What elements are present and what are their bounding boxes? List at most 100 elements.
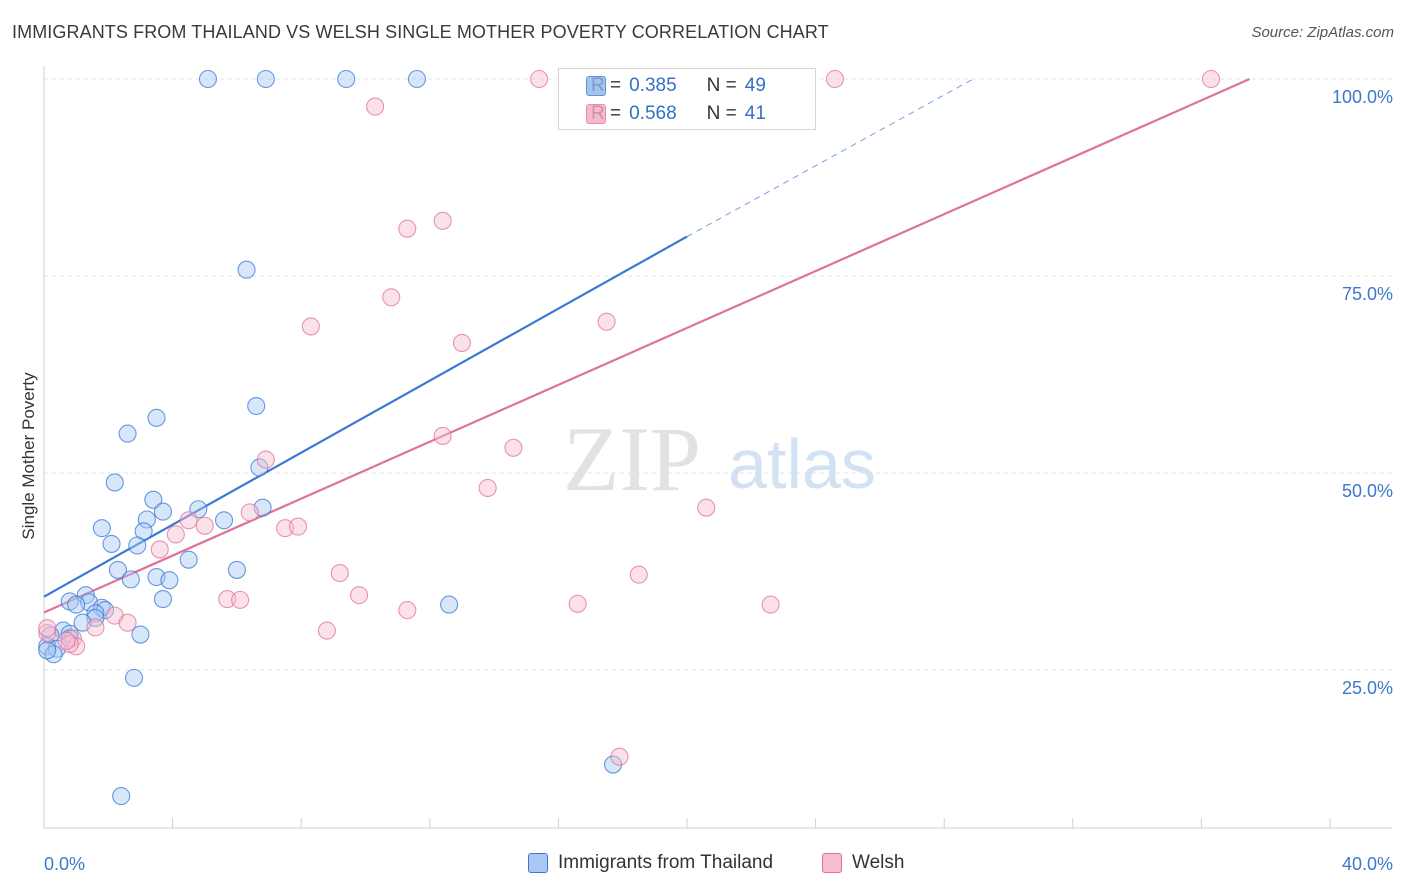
data-point-thailand — [407, 69, 426, 89]
axes — [43, 66, 1392, 829]
data-point-thailand — [237, 260, 256, 279]
data-point-welsh — [350, 586, 369, 605]
x-tick-label: 0.0% — [44, 854, 85, 874]
data-point-thailand — [112, 787, 131, 806]
data-point-thailand — [121, 570, 140, 589]
data-point-welsh — [382, 288, 401, 307]
data-point-welsh — [398, 219, 417, 238]
data-point-thailand — [179, 550, 198, 569]
stats-row-welsh: R = 0.568 N = 41 — [586, 101, 766, 127]
data-point-welsh — [530, 69, 549, 89]
data-point-welsh — [38, 619, 57, 638]
data-point-thailand — [144, 490, 163, 509]
legend-label: Welsh — [852, 852, 905, 873]
data-point-thailand — [105, 473, 124, 492]
data-point-welsh — [195, 516, 214, 535]
y-tick-label: 25.0% — [1342, 678, 1393, 698]
data-point-welsh — [256, 450, 275, 469]
data-point-thailand — [153, 502, 173, 521]
data-point-thailand — [256, 69, 275, 89]
legend-item-welsh[interactable]: Welsh — [822, 852, 904, 874]
data-point-thailand — [131, 625, 150, 644]
data-point-thailand — [247, 396, 266, 416]
y-tick-label: 100.0% — [1332, 87, 1393, 107]
chart-title: IMMIGRANTS FROM THAILAND VS WELSH SINGLE… — [12, 22, 829, 42]
data-point-thailand — [38, 641, 57, 660]
data-point-welsh — [433, 211, 452, 230]
n-label: N = — [706, 103, 737, 124]
trend-line-welsh — [43, 77, 1251, 614]
data-point-thailand — [440, 595, 459, 614]
source-label: Source: ZipAtlas.com — [1251, 24, 1394, 41]
data-point-welsh — [317, 621, 336, 640]
y-axis-label: Single Mother Poverty — [19, 372, 38, 540]
stats-row-thailand: R = 0.385 N = 49 — [586, 73, 766, 99]
data-point-welsh — [597, 312, 616, 331]
legend-swatch-thailand — [586, 76, 606, 96]
data-point-thailand — [337, 69, 356, 89]
data-point-welsh — [218, 590, 237, 609]
n-value: 49 — [744, 75, 766, 96]
data-point-thailand — [67, 595, 86, 614]
data-point-thailand — [137, 510, 156, 529]
legend-label: Immigrants from Thailand — [558, 852, 774, 873]
data-points — [38, 69, 1221, 806]
watermark-zip: ZIP — [563, 408, 701, 510]
data-point-thailand — [153, 590, 173, 609]
data-point-welsh — [150, 540, 169, 559]
data-point-welsh — [118, 613, 137, 632]
stats-legend: R = 0.385 N = 49 R = 0.568 N = 41 — [558, 68, 816, 130]
data-point-welsh — [452, 333, 472, 353]
data-point-thailand — [86, 604, 105, 623]
data-point-welsh — [179, 511, 198, 530]
n-label: N = — [706, 75, 737, 96]
data-point-welsh — [288, 517, 308, 536]
data-point-welsh — [166, 525, 185, 544]
data-point-welsh — [366, 97, 385, 116]
data-point-thailand — [124, 668, 144, 687]
grid-lines — [44, 78, 1392, 671]
data-point-thailand — [118, 424, 137, 443]
r-value: 0.385 — [629, 75, 677, 96]
data-point-welsh — [478, 478, 497, 498]
trend-lines — [43, 77, 1251, 614]
data-point-welsh — [433, 426, 452, 446]
data-point-thailand — [108, 560, 127, 579]
data-point-welsh — [568, 594, 587, 613]
n-value: 41 — [744, 103, 766, 124]
legend-item-thailand[interactable]: Immigrants from Thailand — [528, 852, 773, 874]
data-point-thailand — [198, 69, 218, 89]
x-tick-label: 40.0% — [1342, 854, 1393, 874]
data-point-thailand — [227, 560, 246, 579]
data-point-thailand — [147, 408, 166, 427]
data-point-welsh — [60, 634, 79, 654]
data-point-thailand — [214, 511, 234, 530]
data-point-welsh — [240, 503, 259, 522]
y-tick-label: 75.0% — [1342, 284, 1393, 304]
data-point-welsh — [86, 618, 105, 637]
data-point-welsh — [57, 631, 76, 650]
data-point-welsh — [231, 590, 250, 609]
r-value: 0.568 — [629, 103, 677, 124]
series-legend: Immigrants from Thailand Welsh — [0, 848, 1406, 882]
data-point-welsh — [504, 438, 523, 457]
data-point-welsh — [761, 595, 780, 614]
data-point-thailand — [92, 519, 111, 538]
watermark: ZIP atlas — [563, 408, 876, 510]
data-point-welsh — [697, 498, 716, 517]
data-point-welsh — [1201, 69, 1221, 89]
data-point-thailand — [102, 534, 121, 553]
data-point-welsh — [610, 747, 629, 766]
trend-line-thailand — [43, 235, 688, 598]
data-point-welsh — [301, 317, 320, 336]
legend-swatch-welsh — [586, 104, 606, 124]
data-point-welsh — [38, 623, 57, 643]
data-point-thailand — [160, 571, 179, 590]
data-point-thailand — [128, 536, 147, 555]
data-point-welsh — [398, 601, 417, 620]
legend-swatch-welsh — [822, 853, 842, 873]
data-point-welsh — [330, 564, 349, 583]
y-tick-label: 50.0% — [1342, 481, 1393, 501]
legend-swatch-thailand — [528, 853, 548, 873]
